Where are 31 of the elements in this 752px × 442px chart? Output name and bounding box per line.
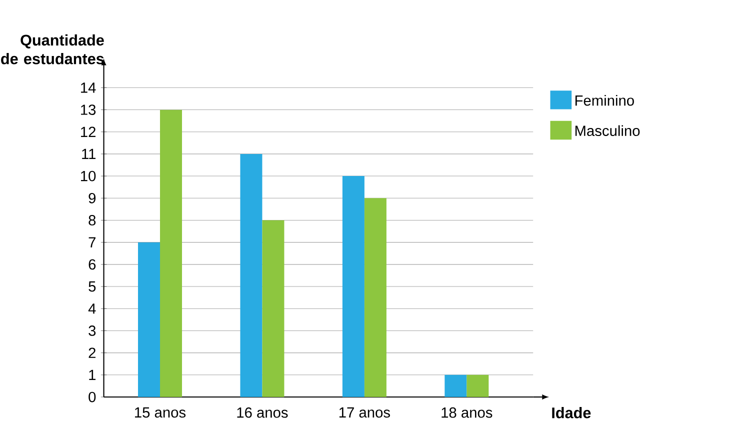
y-tick-label: 1	[89, 370, 96, 380]
y-tick-label: 4	[88, 304, 96, 314]
bar	[466, 374, 489, 397]
y-tick-label: 14	[81, 82, 96, 93]
y-tick-label: 5	[88, 281, 96, 292]
x-tick-label: 18 anos	[442, 407, 492, 418]
y-tick-label: 6	[88, 259, 96, 270]
y-tick-label: 3	[88, 326, 96, 336]
x-axis-title: Idade	[552, 407, 591, 418]
x-tick-label: 17 anos	[339, 407, 390, 418]
y-tick-label: 0	[88, 392, 96, 402]
y-tick-label: 8	[88, 215, 96, 226]
y-tick-label: 7	[88, 237, 96, 248]
bar	[364, 198, 386, 397]
y-tick-label: 11	[82, 148, 96, 159]
y-tick-label: 9	[88, 192, 96, 204]
y-tick-label: 2	[88, 348, 96, 358]
bar	[138, 242, 160, 397]
bar	[444, 374, 467, 397]
bar	[160, 110, 182, 397]
bar	[262, 220, 284, 397]
y-tick-label: 10	[81, 170, 96, 182]
y-axis-title: Quantidade de estudantes	[1, 34, 104, 64]
legend-label: Feminino	[575, 94, 634, 106]
x-tick-label: 15 anos	[135, 407, 186, 418]
y-tick-label: 13	[81, 104, 96, 115]
bar	[342, 176, 364, 397]
x-tick-label: 16 anos	[237, 407, 288, 418]
legend-label: Masculino	[575, 125, 640, 136]
y-tick-label: 12	[81, 126, 96, 137]
bar	[240, 154, 262, 397]
